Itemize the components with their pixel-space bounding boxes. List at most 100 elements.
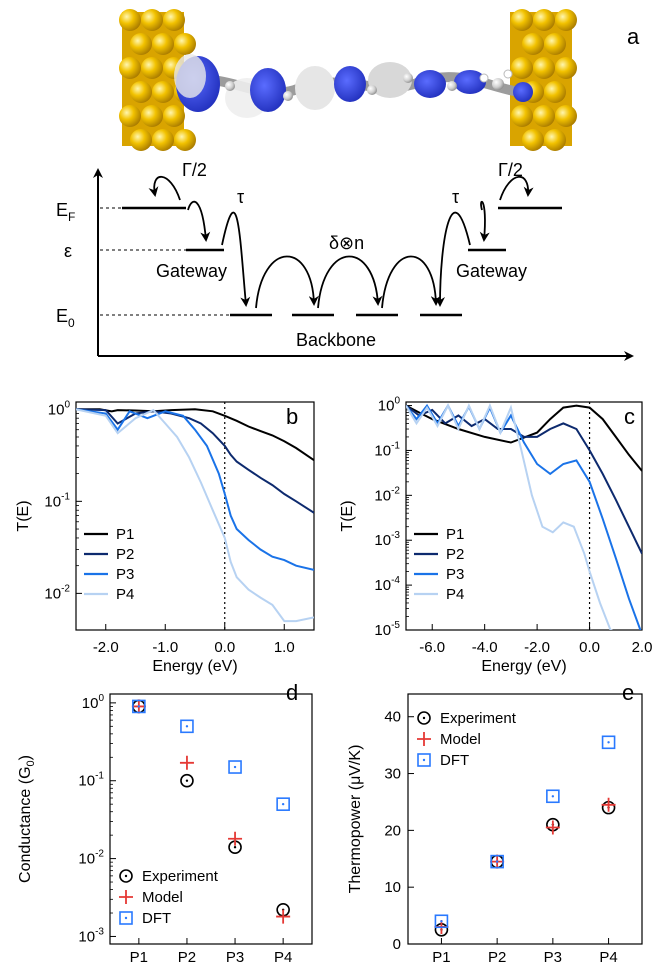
panel-label-c: c: [624, 404, 635, 429]
y-tick-label: 30: [384, 766, 401, 783]
gold-atom: [555, 9, 577, 31]
gold-electrode-right: [510, 9, 577, 151]
gold-atom: [152, 129, 174, 151]
y-tick-label: 10-1: [44, 491, 70, 510]
marker-experiment: [180, 773, 194, 788]
legend-marker-experiment: [119, 869, 133, 883]
y-tick-label: 10-3: [78, 926, 104, 945]
marker-dft: [132, 699, 146, 714]
x-axis-label: Energy (eV): [152, 658, 237, 675]
y-axis-label: Conductance (G0): [17, 755, 37, 883]
legend-marker-model: [417, 732, 431, 746]
x-tick-label: P2: [488, 949, 506, 966]
marker-dft-dot: [607, 741, 610, 744]
y-axis-label: T(E): [339, 500, 356, 531]
chart-e: 0 10 20 30 40 P1 P2 P3 P4 Thermopower (μV/K) Exper…: [347, 693, 643, 966]
x-tick-label: P3: [544, 949, 562, 966]
chart-c: 100 10-1 10-2 10-3 10-4 10-5 -6.0 -4.0 -2.0 0.0 2.…: [339, 396, 652, 675]
series-line-p3: [76, 408, 314, 571]
y-axis-label: Thermopower (μV/K): [347, 745, 364, 894]
y-tick-label: 10-2: [78, 849, 104, 868]
panel-label-e: e: [622, 680, 634, 705]
gold-atom: [130, 129, 152, 151]
panel-label-b: b: [286, 404, 298, 429]
marker-dft: [601, 735, 616, 750]
legend-label: DFT: [440, 752, 469, 769]
gold-atom: [511, 57, 533, 79]
gateway-left-label: Gateway: [156, 261, 227, 281]
gold-atom: [119, 9, 141, 31]
delta-n-label: δ⊗n: [329, 233, 364, 253]
gold-atom: [544, 33, 566, 55]
y-tick-label: 10-2: [374, 485, 400, 504]
x-axis-label: Energy (eV): [481, 658, 566, 675]
x-tick-label: 2.0: [632, 639, 653, 656]
marker-dft: [228, 760, 242, 774]
x-tick-label: P1: [432, 949, 450, 966]
y-tick-label: 100: [48, 399, 71, 418]
marker-dft: [490, 854, 504, 869]
e0-label: E0: [56, 306, 75, 330]
x-tick-label: -4.0: [472, 639, 498, 656]
gamma-right-label: Γ/2: [498, 160, 523, 180]
epsilon-label: ε: [64, 241, 72, 261]
marker-dft-dot: [185, 725, 189, 728]
gold-atom: [141, 9, 163, 31]
plot-frame: [75, 401, 315, 631]
legend-label: P4: [116, 586, 134, 603]
tau-right-label: τ: [452, 187, 459, 207]
gold-atom: [174, 33, 196, 55]
molecule-image: a: [119, 9, 640, 151]
legend-label: P2: [116, 546, 134, 563]
marker-experiment-dot: [233, 846, 237, 849]
x-tick-label: -2.0: [93, 639, 119, 656]
marker-dft-dot: [281, 802, 285, 806]
gold-atom: [119, 57, 141, 79]
gold-atom: [555, 57, 577, 79]
gateway-right-label: Gateway: [456, 261, 527, 281]
gold-atom: [152, 81, 174, 103]
x-tick-label: P4: [274, 949, 292, 966]
marker-dft-dot: [137, 705, 141, 708]
x-tick-label: P1: [130, 949, 148, 966]
y-tick-label: 10-3: [374, 530, 400, 549]
legend-label: P1: [116, 526, 134, 543]
gold-atom: [544, 129, 566, 151]
plot-frame: [109, 693, 313, 945]
legend-marker-dft-dot: [422, 758, 426, 762]
gold-atom: [141, 105, 163, 127]
marker-dft-dot: [495, 860, 499, 863]
y-tick-label: 100: [378, 396, 401, 415]
gold-atom: [163, 9, 185, 31]
legend-label: DFT: [142, 910, 171, 927]
gold-atom: [141, 57, 163, 79]
series-line-p4: [406, 403, 614, 630]
marker-model: [179, 755, 194, 770]
legend-label: P4: [446, 586, 464, 603]
marker-model: [276, 909, 291, 924]
marker-dft: [546, 789, 560, 804]
gold-atom: [130, 33, 152, 55]
tau-right-arrow: [435, 211, 471, 307]
marker-model: [601, 797, 616, 812]
panel-label-d: d: [286, 680, 298, 705]
gold-atom: [130, 81, 152, 103]
marker-dft-dot: [440, 920, 443, 923]
legend-marker-dft-dot: [124, 916, 128, 920]
x-tick-label: -1.0: [152, 639, 178, 656]
x-tick-label: 0.0: [214, 639, 235, 656]
molecule-backbone: [174, 54, 533, 118]
legend-label: P1: [446, 526, 464, 543]
x-tick-label: 0.0: [579, 639, 600, 656]
marker-experiment-dot: [185, 779, 189, 782]
y-tick-label: 20: [384, 822, 401, 839]
y-tick-label: 10-1: [374, 440, 400, 459]
legend-label: P3: [116, 566, 134, 583]
panel-label-a: a: [627, 24, 640, 49]
legend-label: Model: [440, 731, 481, 748]
x-tick-label: P2: [178, 949, 196, 966]
gold-atom: [555, 105, 577, 127]
legend-marker-dft: [119, 911, 133, 925]
